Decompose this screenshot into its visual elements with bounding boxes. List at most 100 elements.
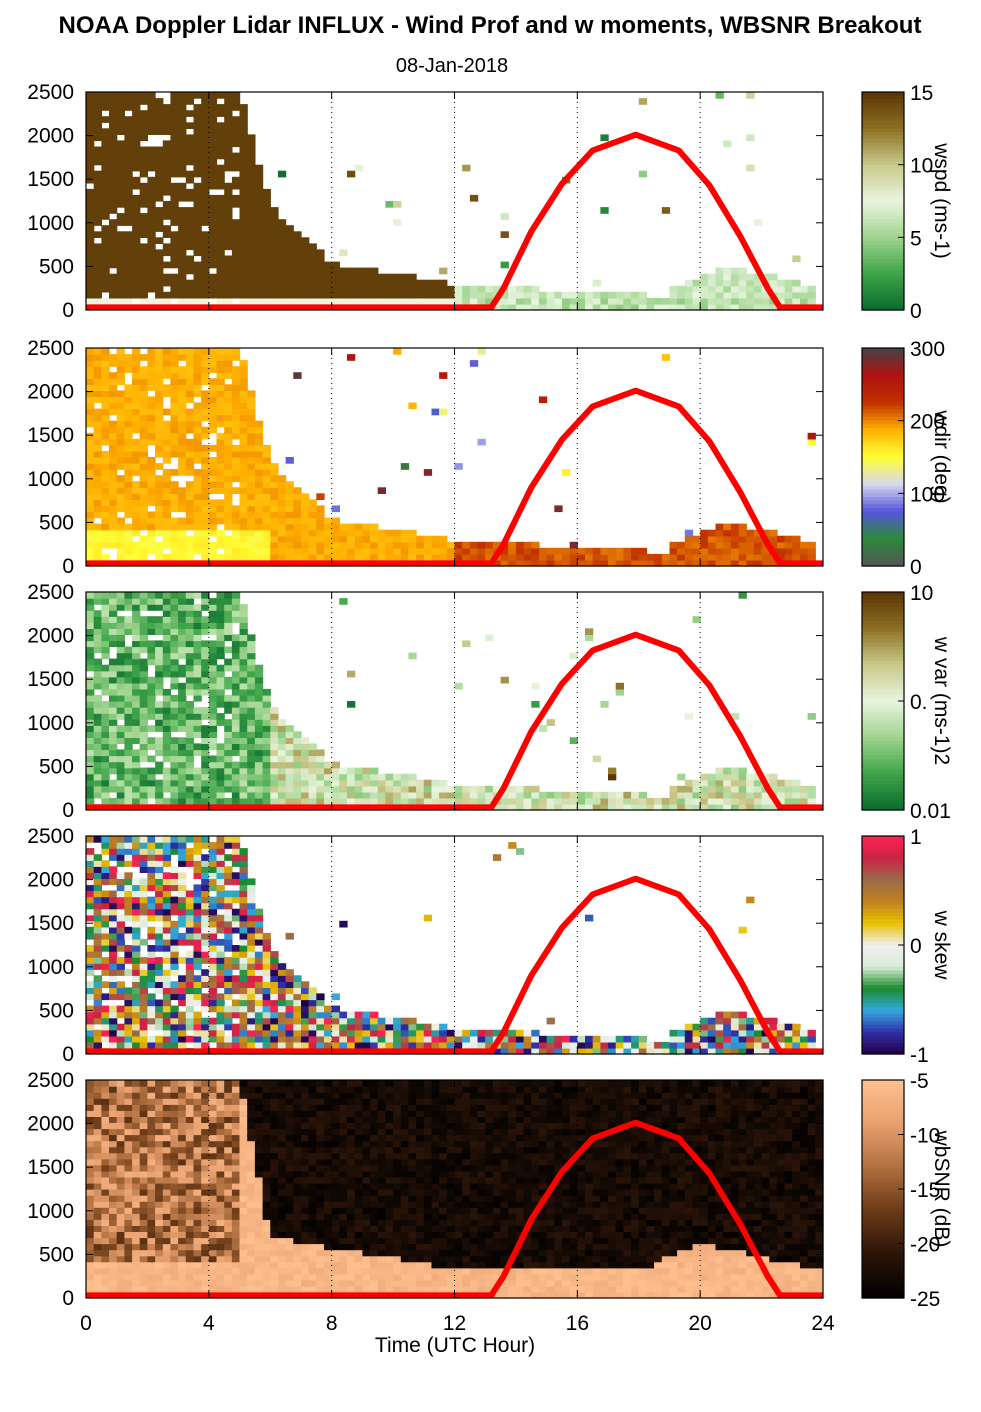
heatmap-cell (224, 682, 233, 690)
heatmap-cell (201, 993, 210, 1001)
heatmap-cell (631, 797, 640, 805)
heatmap-cell (293, 761, 302, 769)
heatmap-cell (239, 225, 248, 232)
heatmap-cell (178, 890, 187, 898)
heatmap-cell (216, 993, 225, 1001)
heatmap-cell (508, 1041, 517, 1049)
heatmap-cell (185, 152, 195, 160)
heatmap-cell (277, 273, 287, 281)
heatmap-cell (93, 836, 102, 843)
heatmap-cell (254, 737, 264, 744)
heatmap-cell (139, 914, 148, 922)
heatmap-cell (178, 261, 187, 269)
heatmap-cell (316, 553, 325, 561)
heatmap-cell (139, 182, 148, 190)
heatmap-cell (377, 773, 386, 781)
heatmap-cell (262, 475, 271, 482)
heatmap-cell (208, 402, 218, 410)
heatmap-cell (285, 1011, 294, 1019)
heatmap-cell (101, 779, 110, 787)
heatmap-cell (208, 110, 218, 117)
heatmap-cell (301, 523, 310, 531)
colorbar-segment (862, 230, 904, 235)
heatmap-cell (101, 836, 110, 843)
heatmap-cell (707, 529, 717, 537)
colorbar-segment (862, 280, 904, 286)
heatmap-cell (262, 517, 271, 525)
heatmap-cell (347, 670, 356, 678)
heatmap-cell (155, 902, 164, 910)
heatmap-cell (193, 694, 202, 702)
heatmap-cell (155, 896, 164, 904)
heatmap-cell (730, 559, 740, 567)
heatmap-cell (216, 791, 225, 799)
heatmap-cell (86, 866, 95, 873)
heatmap-cell (454, 682, 463, 690)
heatmap-cell (170, 1041, 179, 1049)
heatmap-cell (132, 354, 141, 361)
heatmap-cell (124, 1035, 133, 1043)
heatmap-cell (185, 493, 195, 500)
heatmap-cell (109, 194, 118, 202)
heatmap-cell (600, 803, 609, 811)
heatmap-cell (93, 207, 102, 214)
heatmap-cell (170, 779, 179, 787)
heatmap-cell (224, 194, 233, 202)
heatmap-cell (93, 779, 102, 787)
heatmap-cell (116, 1035, 125, 1043)
heatmap-cell (600, 297, 609, 305)
heatmap-cell (178, 707, 187, 714)
heatmap-cell (201, 866, 210, 873)
heatmap-cell (139, 481, 148, 488)
heatmap-cell (116, 670, 125, 678)
heatmap-cell (431, 779, 440, 787)
heatmap-cell (132, 152, 141, 160)
heatmap-cell (254, 767, 264, 775)
heatmap-cell (86, 444, 95, 452)
colorbar-segment (862, 799, 904, 804)
heatmap-cell (109, 743, 118, 751)
heatmap-cell (216, 866, 225, 873)
heatmap-cell (554, 547, 563, 555)
heatmap-cell (247, 529, 256, 537)
heatmap-cell (262, 999, 271, 1007)
heatmap-cell (93, 297, 102, 305)
heatmap-cell (162, 622, 172, 629)
heatmap-cell (116, 291, 125, 299)
heatmap-cell (792, 1035, 801, 1043)
colorbar-segment (862, 558, 904, 563)
heatmap-cell (162, 616, 172, 623)
heatmap-cell (301, 773, 310, 781)
heatmap-cell (139, 92, 148, 99)
heatmap-cell (109, 914, 118, 922)
heatmap-cell (86, 176, 95, 184)
colorbar-segment (862, 222, 904, 227)
heatmap-cell (308, 261, 317, 269)
heatmap-cell (93, 1029, 102, 1037)
heatmap-cell (247, 993, 256, 1001)
heatmap-cell (178, 640, 187, 648)
heatmap-cell (224, 622, 233, 629)
colorbar-segment (862, 755, 904, 760)
heatmap-cell (231, 553, 241, 561)
heatmap-cell (224, 134, 233, 142)
heatmap-cell (692, 303, 701, 311)
heatmap-cell (247, 1023, 256, 1031)
colorbar-segment (862, 737, 904, 742)
heatmap-cell (109, 402, 118, 410)
heatmap-cell (139, 731, 148, 738)
heatmap-cell (354, 291, 363, 299)
heatmap-cell (500, 797, 509, 805)
colorbar-segment (862, 384, 904, 389)
heatmap-cell (147, 926, 156, 934)
heatmap-cell (178, 860, 187, 867)
heatmap-cell (155, 475, 164, 482)
heatmap-cell (116, 854, 125, 861)
heatmap-cell (132, 225, 141, 232)
heatmap-cell (86, 261, 95, 269)
heatmap-cell (738, 926, 747, 934)
heatmap-cell (116, 878, 125, 886)
heatmap-cell (139, 755, 148, 763)
heatmap-cell (700, 547, 709, 555)
heatmap-cell (661, 803, 671, 811)
